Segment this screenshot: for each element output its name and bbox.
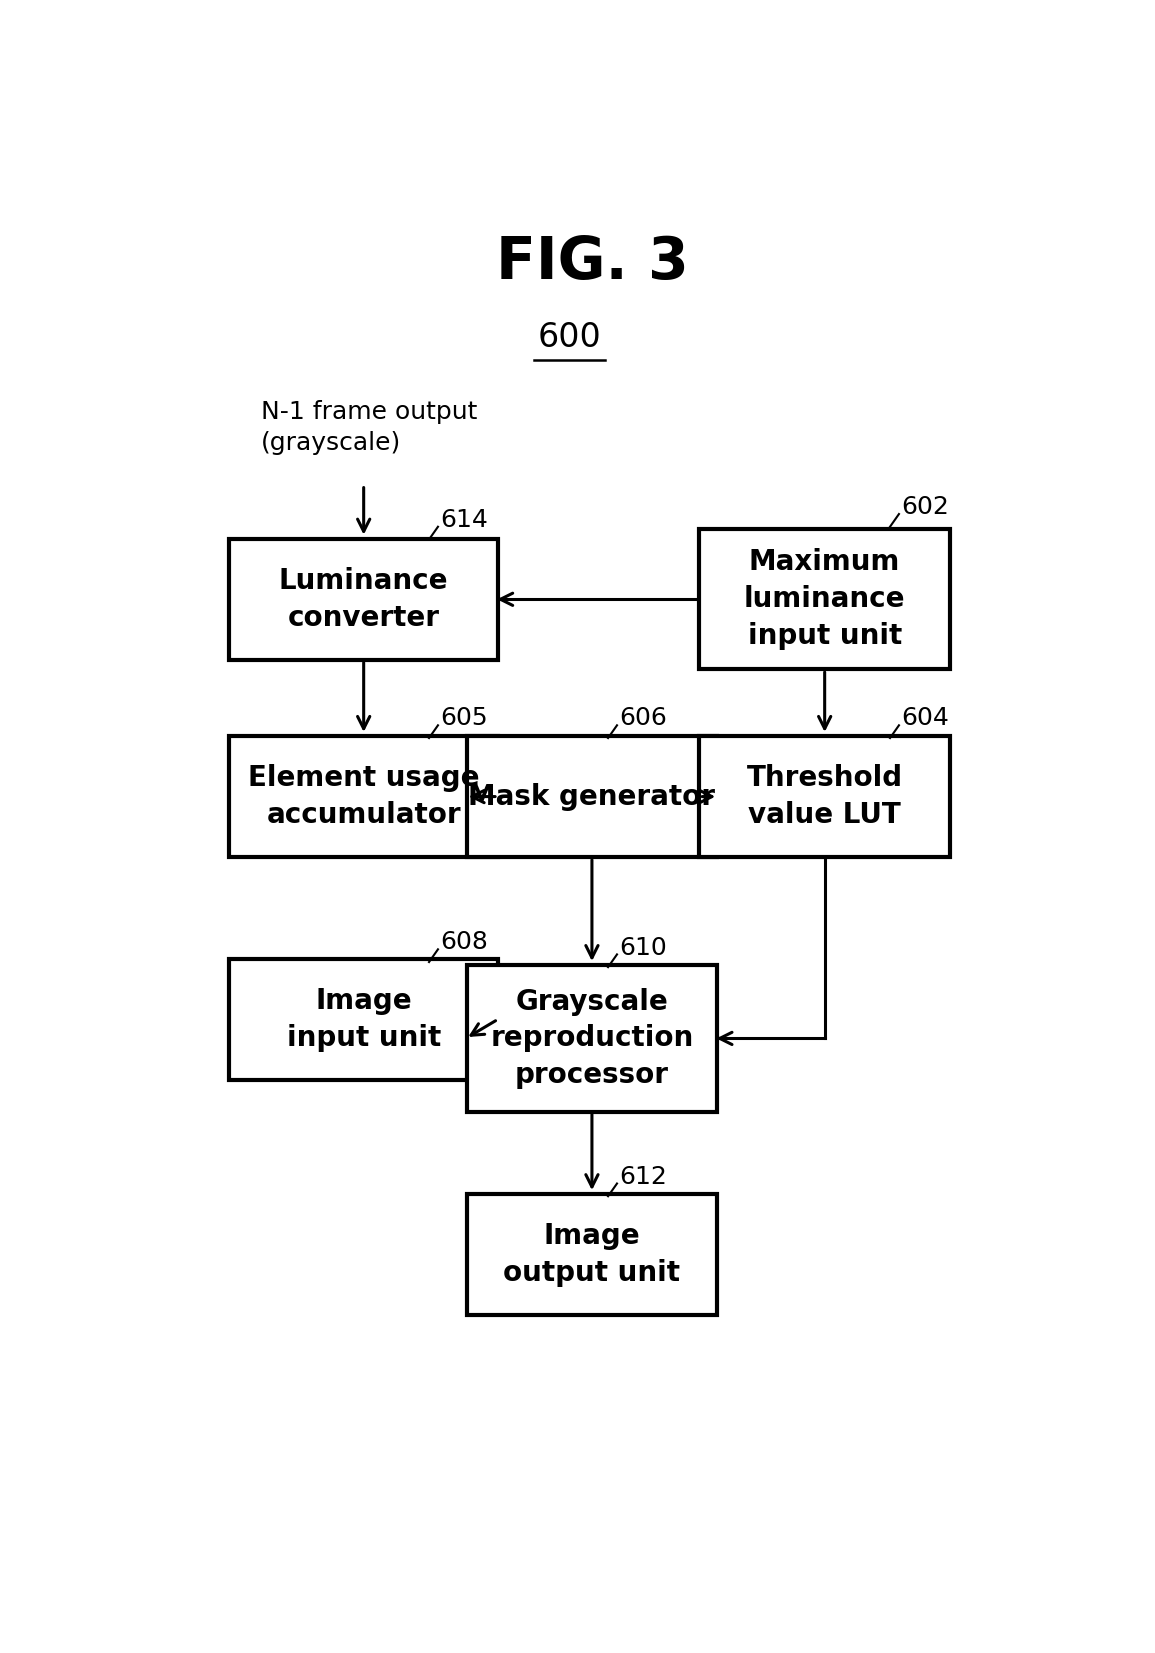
- Text: 610: 610: [619, 936, 666, 959]
- Text: 608: 608: [440, 931, 487, 954]
- Text: Luminance
converter: Luminance converter: [278, 567, 448, 631]
- Text: 602: 602: [901, 496, 948, 519]
- Text: 604: 604: [901, 706, 948, 731]
- Text: Element usage
accumulator: Element usage accumulator: [248, 764, 479, 830]
- Bar: [230, 736, 498, 856]
- Text: 605: 605: [440, 706, 487, 731]
- Text: 606: 606: [619, 706, 666, 731]
- Bar: [467, 1195, 717, 1316]
- Text: FIG. 3: FIG. 3: [495, 233, 688, 291]
- Bar: [230, 959, 498, 1079]
- Text: Maximum
luminance
input unit: Maximum luminance input unit: [744, 549, 906, 650]
- Text: Grayscale
reproduction
processor: Grayscale reproduction processor: [491, 987, 693, 1089]
- Text: 612: 612: [619, 1165, 666, 1189]
- Text: 600: 600: [538, 321, 602, 354]
- Bar: [230, 539, 498, 660]
- Text: Threshold
value LUT: Threshold value LUT: [746, 764, 903, 830]
- Bar: [699, 529, 949, 669]
- Text: Mask generator: Mask generator: [469, 782, 715, 810]
- Bar: [467, 736, 717, 856]
- Bar: [699, 736, 949, 856]
- Text: Image
output unit: Image output unit: [504, 1222, 680, 1288]
- Text: Image
input unit: Image input unit: [286, 987, 441, 1051]
- Text: N-1 frame output
(grayscale): N-1 frame output (grayscale): [261, 400, 477, 455]
- Text: 614: 614: [440, 507, 487, 532]
- Bar: [467, 965, 717, 1111]
